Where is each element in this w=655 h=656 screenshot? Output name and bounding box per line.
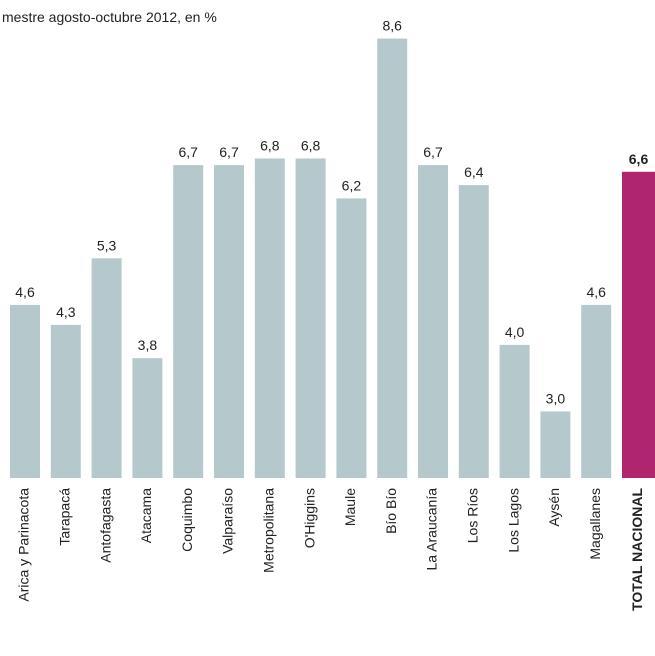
- value-label: 6,7: [423, 144, 443, 160]
- bar: [50, 324, 81, 478]
- bar: [418, 165, 448, 478]
- bar: [622, 171, 655, 478]
- bar: [214, 165, 244, 478]
- bar: [132, 358, 163, 478]
- bar: [581, 304, 612, 478]
- x-tick-label: Valparaíso: [220, 488, 236, 554]
- x-tick-label: Arica y Parinacota: [16, 488, 32, 602]
- value-label: 5,3: [97, 237, 117, 253]
- value-label: 8,6: [382, 18, 402, 34]
- bar: [499, 344, 530, 478]
- x-tick-label: Bío Bío: [383, 488, 399, 534]
- x-tick-label: Antofagasta: [97, 488, 113, 563]
- bar: [91, 258, 122, 478]
- x-tick-label: Los Ríos: [465, 488, 481, 543]
- x-tick-label: O'Higgins: [301, 488, 317, 548]
- value-label: 6,7: [219, 144, 239, 160]
- bar: [295, 158, 326, 478]
- value-label: 6,8: [301, 137, 321, 153]
- bar: [540, 411, 571, 478]
- bar: [458, 185, 489, 479]
- x-tick-label: Metropolitana: [261, 488, 277, 573]
- value-label: 6,7: [178, 144, 198, 160]
- x-tick-label: Aysén: [546, 488, 562, 527]
- x-tick-label: Tarapacá: [57, 488, 73, 546]
- x-tick-label: Coquimbo: [179, 488, 195, 552]
- bar: [336, 198, 367, 478]
- value-label: 4,0: [505, 324, 525, 340]
- x-tick-label: Maule: [342, 488, 358, 526]
- value-label: 6,6: [629, 151, 649, 167]
- x-tick-label: La Araucanía: [424, 488, 440, 571]
- value-label: 4,3: [56, 304, 76, 320]
- value-label: 6,2: [342, 177, 362, 193]
- x-tick-label: Atacama: [138, 488, 154, 543]
- chart-subtitle: mestre agosto-octubre 2012, en %: [2, 9, 217, 25]
- bar: [10, 304, 40, 478]
- value-label: 6,4: [464, 164, 484, 180]
- bar: [173, 165, 204, 478]
- bar: [377, 38, 408, 478]
- value-label: 4,6: [586, 284, 606, 300]
- x-tick-label: TOTAL NACIONAL: [629, 488, 645, 611]
- value-label: 3,0: [546, 390, 566, 406]
- value-label: 6,8: [260, 137, 280, 153]
- x-tick-label: Los Lagos: [505, 488, 521, 553]
- value-label: 3,8: [138, 337, 158, 353]
- bar: [254, 158, 285, 478]
- x-tick-label: Magallanes: [587, 488, 603, 560]
- value-label: 4,6: [15, 284, 35, 300]
